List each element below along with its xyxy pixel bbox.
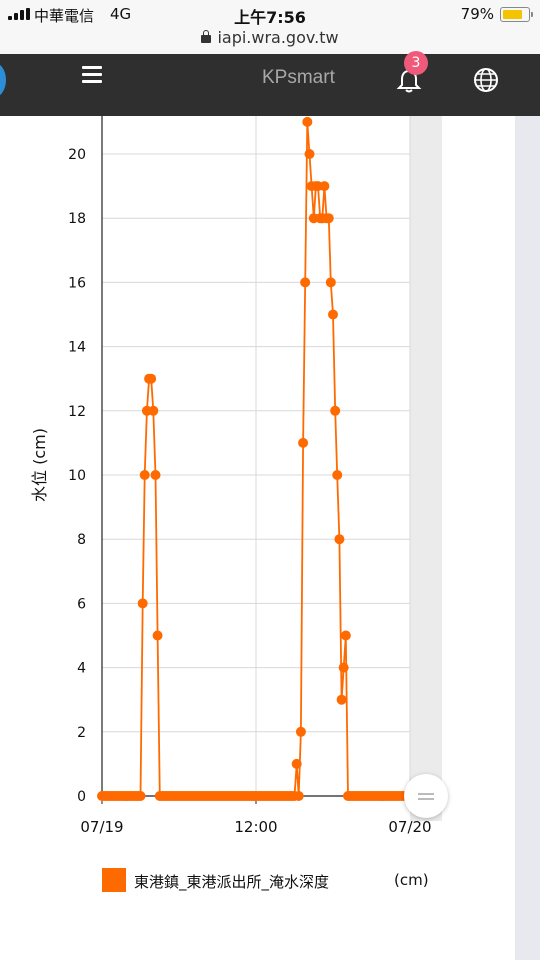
legend-swatch [102,868,126,892]
data-point-92 [293,791,304,801]
lock-icon [201,30,212,43]
data-point-23 [146,373,157,384]
network-type: 4G [110,5,132,23]
side-panel [410,116,442,821]
x-tick-label-12:00: 12:00 [234,818,277,836]
legend-unit: (cm) [394,871,429,889]
data-point-106 [323,213,334,224]
brand-title: KPsmart [262,67,335,88]
x-tick-label-07/20: 07/20 [388,818,431,836]
data-point-20 [139,470,150,480]
data-point-18 [135,791,146,801]
notification-badge[interactable]: 3 [404,51,428,75]
address-bar[interactable]: iapi.wra.gov.tw [0,28,540,47]
data-point-112 [336,694,347,705]
data-point-113 [338,662,349,673]
drawer-handle[interactable] [404,774,448,818]
data-point-108 [328,309,338,320]
data-point-19 [137,598,148,609]
data-point-97 [304,149,315,159]
menu-icon[interactable] [82,66,102,84]
water-level-chart: 0 2 4 6 8 10 12 14 16 18 20 07/19 12:00 07/20 水位 (cm) [30,116,432,836]
data-point-109 [330,405,341,416]
clock: 上午7:56 [234,8,306,27]
y-tick-label-20: 20 [68,147,86,163]
x-tick-label-07/19: 07/19 [80,818,123,836]
data-point-111 [334,534,345,545]
y-tick-label-4: 4 [77,661,86,677]
signal-strength-icon [8,8,30,20]
data-point-91 [291,758,302,769]
y-tick-label-10: 10 [68,468,86,484]
data-point-94 [298,437,309,448]
y-tick-label-6: 6 [77,596,86,612]
data-point-104 [319,181,330,192]
carrier-name: 中華電信 [34,7,95,25]
data-point-24 [148,405,159,416]
chart-labels: 0 2 4 6 8 10 12 14 16 18 20 07/19 12:00 07/20 水位 (cm) [30,147,432,836]
logo-icon[interactable] [0,62,6,98]
app-header [0,54,540,116]
status-bar: 中華電信 4G 上午7:56 79% iapi.wra.gov.tw [0,0,540,54]
y-tick-label-2: 2 [77,725,86,741]
globe-icon[interactable] [472,66,500,94]
y-tick-label-14: 14 [68,340,86,356]
url-text: iapi.wra.gov.tw [217,28,339,47]
y-tick-label-0: 0 [77,789,86,805]
y-axis-label: 水位 (cm) [30,428,49,502]
y-tick-label-12: 12 [68,404,86,420]
data-point-110 [332,470,343,480]
battery-icon [500,7,533,22]
page-scroll-gutter [515,116,540,960]
data-point-26 [152,630,163,641]
battery-percentage: 79% [460,5,494,23]
y-tick-label-18: 18 [68,211,86,227]
data-point-93 [295,726,306,737]
data-point-95 [300,277,311,288]
data-point-25 [150,470,161,480]
y-tick-label-8: 8 [77,532,86,548]
legend-series-name: 東港鎮_東港派出所_淹水深度 [134,873,330,891]
data-point-96 [302,116,313,127]
chart-grid [101,116,411,797]
data-point-114 [340,630,351,641]
data-point-107 [325,277,336,288]
y-tick-label-16: 16 [68,275,86,291]
